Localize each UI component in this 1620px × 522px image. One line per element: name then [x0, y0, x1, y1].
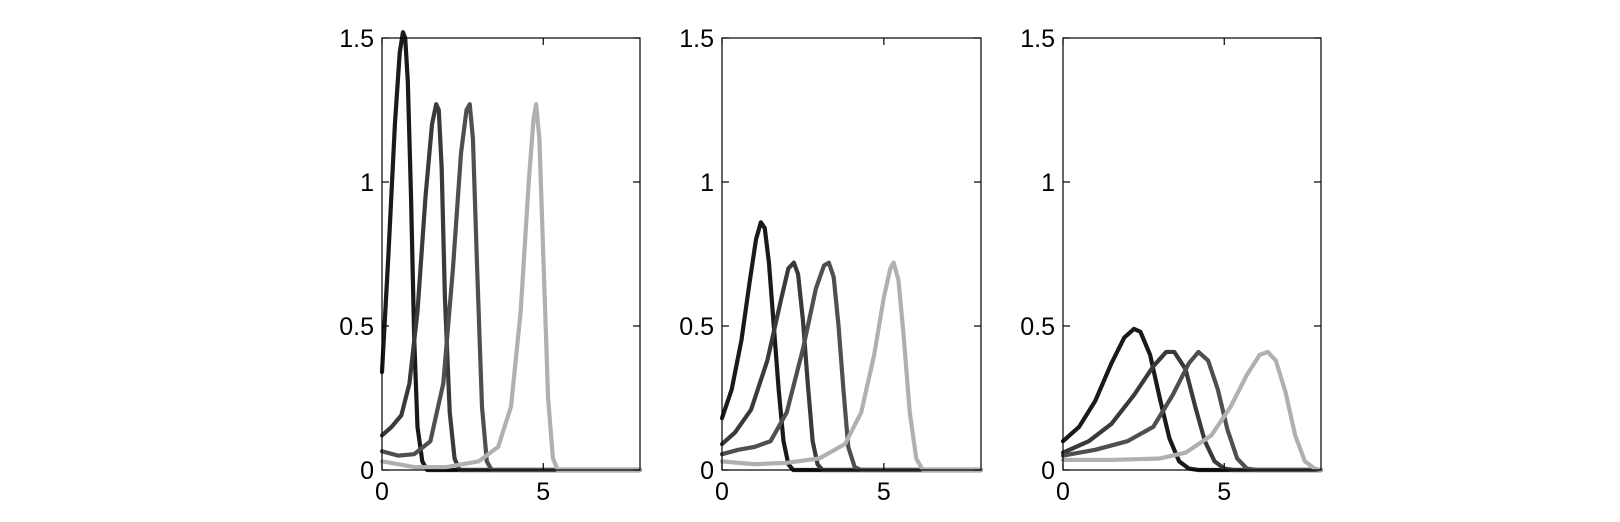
y-tick-label: 0.5: [679, 313, 714, 341]
subplot-2-series-2-line: [719, 260, 984, 473]
subplot-1-series-4-line: [379, 102, 643, 473]
subplot-2-series-3-line: [719, 260, 984, 473]
y-tick-label: 1: [1041, 169, 1055, 197]
y-tick-label: 0.5: [1020, 313, 1055, 341]
subplot-1-series-2-line: [379, 102, 643, 473]
subplot-2-series-1-line: [719, 220, 984, 473]
subplot-3-series-4-line: [1060, 349, 1324, 473]
subplot-3-axes-frame: [1062, 37, 1322, 471]
x-tick-label: 0: [715, 478, 729, 506]
subplot-2-axes-frame: [721, 37, 982, 471]
subplot-2-series-4-line: [719, 260, 984, 473]
y-tick-label: 1.5: [339, 25, 374, 53]
subplot-1-series-1-line: [379, 30, 643, 473]
subplot-3-series-3-line: [1060, 349, 1324, 473]
subplot-1-series-3-line: [379, 102, 643, 473]
subplot-1-axes-frame: [381, 37, 641, 471]
subplot-3-series-1-line: [1060, 326, 1324, 473]
y-tick-label: 0: [700, 457, 714, 485]
subplot-3-series-2-line: [1060, 349, 1324, 473]
y-tick-label: 1: [700, 169, 714, 197]
x-tick-label: 5: [1217, 478, 1231, 506]
x-tick-label: 5: [536, 478, 550, 506]
y-tick-label: 1.5: [1020, 25, 1055, 53]
subplot-2: 0 5 0 0.5 1 1.5: [679, 25, 984, 506]
x-tick-label: 5: [877, 478, 891, 506]
y-tick-label: 0.5: [339, 313, 374, 341]
x-tick-label: 0: [375, 478, 389, 506]
y-tick-label: 0: [1041, 457, 1055, 485]
y-tick-label: 1: [360, 169, 374, 197]
y-tick-label: 1.5: [679, 25, 714, 53]
subplot-3: 0 5 0 0.5 1 1.5: [1020, 25, 1324, 506]
y-tick-label: 0: [360, 457, 374, 485]
subplot-1: 0 5 0 0.5 1 1.5: [339, 25, 643, 506]
x-tick-label: 0: [1056, 478, 1070, 506]
